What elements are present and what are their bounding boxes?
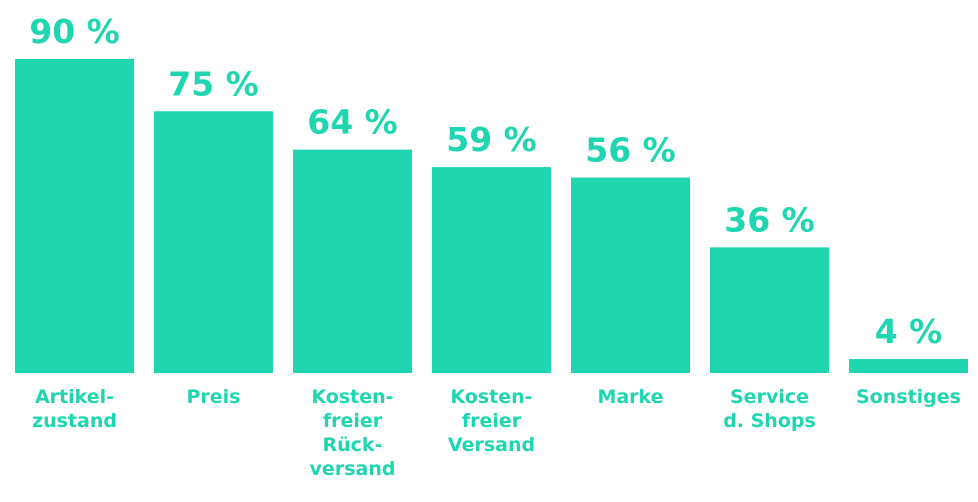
value-label: 90 % xyxy=(29,12,119,51)
bar xyxy=(432,167,551,373)
value-label: 59 % xyxy=(446,120,536,159)
category-label: Marke xyxy=(597,386,663,408)
value-label: 36 % xyxy=(724,200,814,239)
value-label: 64 % xyxy=(307,103,397,142)
bar xyxy=(15,58,134,374)
value-label: 56 % xyxy=(585,131,675,170)
category-label: Kosten-freier Versand xyxy=(448,386,535,456)
value-label: 75 % xyxy=(168,64,258,103)
category-label: Sonstiges xyxy=(856,386,961,408)
bar xyxy=(154,111,273,373)
category-label: Kosten-freier Rück-versand xyxy=(310,386,396,480)
category-label: Preis xyxy=(186,386,240,408)
bar xyxy=(293,149,412,373)
bar xyxy=(849,359,968,373)
bar xyxy=(710,247,829,373)
category-label: Artikel-zustand xyxy=(32,386,117,432)
bar xyxy=(571,177,690,373)
category-label: Service d. Shops xyxy=(723,386,816,432)
value-label: 4 % xyxy=(875,312,943,351)
